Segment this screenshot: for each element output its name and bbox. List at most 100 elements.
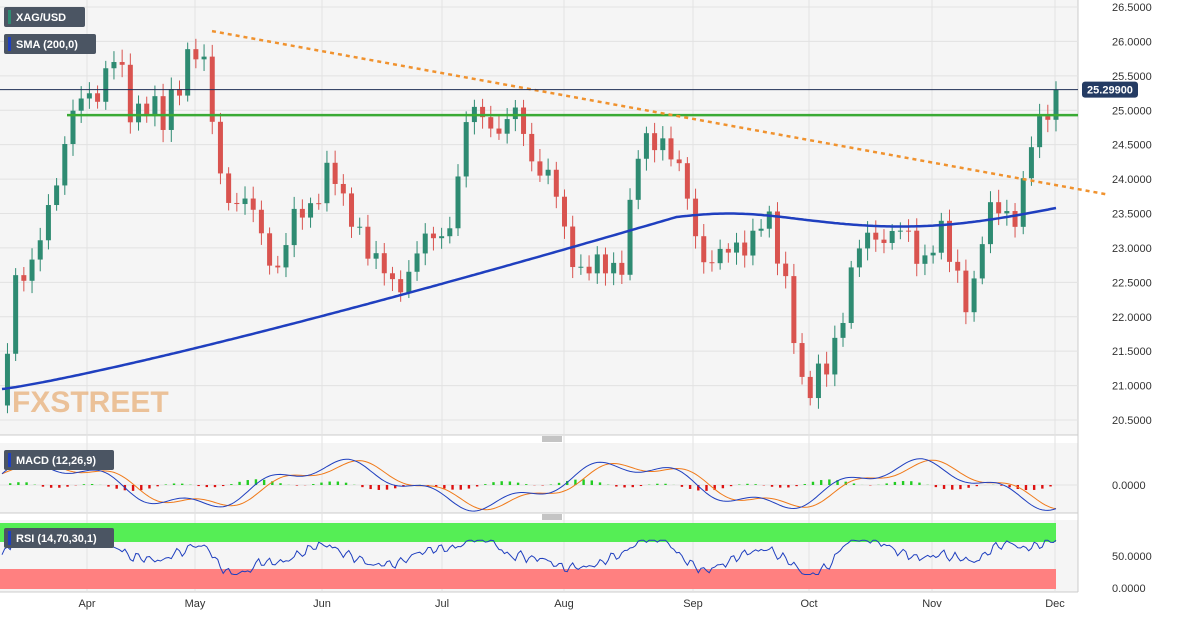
candle-body <box>922 255 927 263</box>
symbol-label: XAG/USD <box>16 12 66 24</box>
macd-hist-bar <box>296 485 298 486</box>
macd-hist-bar <box>320 483 322 485</box>
macd-hist-bar <box>656 484 658 485</box>
candle-body <box>226 173 231 203</box>
candle-body <box>423 234 428 254</box>
macd-hist-bar <box>599 482 601 485</box>
candle-body <box>275 266 280 268</box>
macd-hist-bar <box>853 484 855 485</box>
macd-hist-bar <box>558 483 560 485</box>
symbol-swatch <box>8 10 11 24</box>
candle-body <box>283 245 288 267</box>
candle-body <box>898 231 903 232</box>
month-label-jun: Jun <box>313 598 331 610</box>
macd-hist-bar <box>181 484 183 485</box>
candle-body <box>644 133 649 159</box>
candle-body <box>759 229 764 231</box>
price-tick-label: 22.0000 <box>1112 312 1152 324</box>
price-tick-label: 20.5000 <box>1112 415 1152 427</box>
candle-body <box>767 211 772 228</box>
candle-body <box>365 227 370 259</box>
candle-body <box>537 161 542 175</box>
rsi-tick-label-50: 50.0000 <box>1112 551 1152 563</box>
macd-hist-bar <box>230 484 232 485</box>
macd-hist-bar <box>894 482 896 485</box>
macd-hist-bar <box>9 483 11 485</box>
candle-body <box>161 96 166 130</box>
macd-hist-bar <box>1049 485 1051 486</box>
macd-tick-label: 0.0000 <box>1112 480 1146 492</box>
macd-hist-bar <box>582 479 584 485</box>
macd-hist-bar <box>66 485 68 487</box>
candle-body <box>587 267 592 274</box>
macd-hist-bar <box>443 485 445 489</box>
candle-body <box>169 89 174 130</box>
candle-body <box>1037 116 1042 147</box>
candle-body <box>243 199 248 204</box>
candle-body <box>832 338 837 375</box>
rsi-overbought-zone <box>0 523 1056 542</box>
candle-body <box>529 134 534 161</box>
candle-body <box>87 93 92 98</box>
macd-hist-bar <box>197 485 199 486</box>
candle-body <box>783 264 788 277</box>
macd-hist-bar <box>1041 485 1043 489</box>
macd-hist-bar <box>500 481 502 485</box>
candle-body <box>857 248 862 267</box>
candle-body <box>357 227 362 228</box>
candle-body <box>341 184 346 193</box>
macd-hist-bar <box>206 485 208 487</box>
price-tick-label: 25.5000 <box>1112 71 1152 83</box>
sma-label: SMA (200,0) <box>16 39 78 51</box>
candle-body <box>1021 178 1026 227</box>
macd-hist-bar <box>132 485 134 491</box>
candle-body <box>30 260 35 281</box>
candle-body <box>546 170 551 176</box>
candle-body <box>750 231 755 256</box>
month-label-apr: Apr <box>78 598 95 610</box>
candle-body <box>292 209 297 245</box>
macd-hist-bar <box>476 485 478 486</box>
candle-body <box>1029 147 1034 178</box>
candle-body <box>1045 116 1050 120</box>
candle-body <box>46 205 51 240</box>
candle-body <box>693 199 698 237</box>
price-tick-label: 23.5000 <box>1112 209 1152 221</box>
macd-hist-bar <box>804 484 806 485</box>
macd-hist-bar <box>165 484 167 485</box>
month-label-nov: Nov <box>922 598 942 610</box>
macd-hist-bar <box>615 485 617 487</box>
candle-body <box>333 163 338 184</box>
candle-body <box>21 275 26 281</box>
macd-hist-bar <box>722 485 724 488</box>
macd-hist-bar <box>58 485 60 488</box>
candle-body <box>906 231 911 232</box>
macd-hist-bar <box>460 485 462 490</box>
candle-body <box>267 233 272 265</box>
candle-body <box>996 202 1001 213</box>
macd-hist-bar <box>148 485 150 488</box>
macd-hist-bar <box>173 483 175 485</box>
candle-body <box>914 231 919 264</box>
macd-hist-bar <box>902 481 904 485</box>
month-label-sep: Sep <box>683 598 703 610</box>
macd-hist-bar <box>771 485 773 487</box>
macd-hist-bar <box>468 485 470 489</box>
macd-hist-bar <box>140 485 142 490</box>
rsi-swatch <box>8 531 11 545</box>
candle-body <box>619 263 624 275</box>
macd-hist-bar <box>730 485 732 486</box>
rsi-label: RSI (14,70,30,1) <box>16 533 97 545</box>
macd-hist-bar <box>828 479 830 485</box>
candle-body <box>562 197 567 227</box>
macd-hist-bar <box>820 480 822 485</box>
macd-hist-bar <box>369 485 371 489</box>
candle-body <box>881 240 886 243</box>
candle-body <box>726 249 731 253</box>
macd-hist-bar <box>746 484 748 485</box>
month-label-oct: Oct <box>800 598 817 610</box>
macd-hist-bar <box>50 485 52 488</box>
price-tick-label: 26.5000 <box>1112 2 1152 14</box>
macd-hist-bar <box>910 481 912 485</box>
